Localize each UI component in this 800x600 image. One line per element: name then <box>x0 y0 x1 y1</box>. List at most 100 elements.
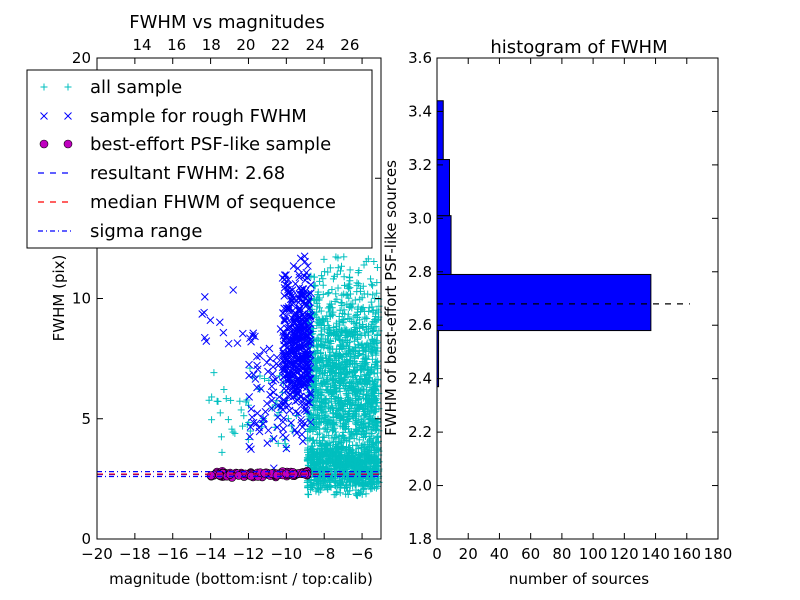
data-point-all-sample <box>367 298 375 306</box>
data-point-all-sample <box>317 272 325 280</box>
data-point-all-sample <box>373 289 381 297</box>
data-point-all-sample <box>333 270 341 278</box>
data-point-all-sample <box>350 354 358 362</box>
data-point-all-sample <box>352 491 360 499</box>
data-point-all-sample <box>322 338 330 346</box>
data-point-all-sample <box>352 372 360 380</box>
data-point-all-sample <box>363 391 371 399</box>
data-point-all-sample <box>353 375 361 383</box>
data-point-all-sample <box>338 262 346 270</box>
data-point-all-sample <box>369 291 377 299</box>
data-point-all-sample <box>326 264 334 272</box>
data-point-all-sample <box>337 298 345 306</box>
data-point-all-sample <box>344 310 352 318</box>
data-point-all-sample <box>353 388 361 396</box>
data-point-all-sample <box>317 331 325 339</box>
data-point-all-sample <box>329 404 337 412</box>
data-point-all-sample <box>373 330 381 338</box>
data-point-all-sample <box>363 359 371 367</box>
data-point-all-sample <box>331 332 339 340</box>
data-point-all-sample <box>368 320 376 328</box>
data-point-all-sample <box>369 326 377 334</box>
data-point-all-sample <box>323 335 331 343</box>
data-point-all-sample <box>365 396 373 404</box>
data-point-all-sample <box>353 320 361 328</box>
data-point-all-sample <box>321 369 329 377</box>
data-point-all-sample <box>346 284 354 292</box>
data-point-all-sample <box>347 327 355 335</box>
data-point-all-sample <box>369 308 377 316</box>
data-point-all-sample <box>350 406 358 414</box>
data-point-all-sample <box>328 300 336 308</box>
data-point-all-sample <box>372 351 380 359</box>
data-point-all-sample <box>373 337 381 345</box>
data-point-all-sample <box>340 273 348 281</box>
scatter-title: FWHM vs magnitudes <box>129 12 324 33</box>
data-point-all-sample <box>372 385 380 393</box>
data-point-all-sample <box>319 275 327 283</box>
data-point-all-sample <box>374 344 382 352</box>
data-point-all-sample <box>319 281 327 289</box>
data-point-all-sample <box>335 313 343 321</box>
data-point-all-sample <box>310 273 318 281</box>
data-point-all-sample <box>326 336 334 344</box>
data-point-all-sample <box>373 439 381 447</box>
data-point-all-sample <box>359 324 367 332</box>
data-point-all-sample <box>340 365 348 373</box>
data-point-all-sample <box>373 264 381 272</box>
data-point-all-sample <box>358 294 366 302</box>
data-point-all-sample <box>326 368 334 376</box>
data-point-all-sample <box>355 445 363 453</box>
data-point-all-sample <box>339 432 347 440</box>
data-point-all-sample <box>356 284 364 292</box>
data-point-all-sample <box>320 255 328 263</box>
data-point-all-sample <box>321 395 329 403</box>
data-point-all-sample <box>362 490 370 498</box>
data-point-all-sample <box>328 423 336 431</box>
data-point-all-sample <box>315 420 323 428</box>
data-point-all-sample <box>361 394 369 402</box>
scatter-panel: FWHM vs magnitudes −20 −18 −16 −14 −12 −10 −8−… <box>26 12 383 588</box>
data-point-all-sample <box>341 281 349 289</box>
data-point-all-sample <box>368 280 376 288</box>
data-point-all-sample <box>320 415 328 423</box>
data-point-all-sample <box>360 261 368 269</box>
data-point-all-sample <box>317 307 325 315</box>
data-point-all-sample <box>313 334 321 342</box>
data-point-all-sample <box>336 321 344 329</box>
data-point-all-sample <box>351 296 359 304</box>
data-point-all-sample <box>373 279 381 287</box>
data-point-all-sample <box>357 362 365 370</box>
data-point-all-sample <box>367 275 375 283</box>
data-point-all-sample <box>313 341 321 349</box>
data-point-all-sample <box>352 312 360 320</box>
data-point-all-sample <box>349 346 357 354</box>
data-point-all-sample <box>354 404 362 412</box>
data-point-all-sample <box>325 432 333 440</box>
data-point-all-sample <box>324 290 332 298</box>
data-point-all-sample <box>370 257 378 265</box>
data-point-all-sample <box>334 284 342 292</box>
data-point-all-sample <box>359 323 367 331</box>
data-point-all-sample <box>319 374 327 382</box>
data-point-all-sample <box>348 317 356 325</box>
data-point-all-sample <box>332 253 340 261</box>
data-point-all-sample <box>359 440 367 448</box>
data-point-all-sample <box>322 397 330 405</box>
data-point-all-sample <box>344 490 352 498</box>
data-point-all-sample <box>373 316 381 324</box>
data-point-all-sample <box>371 336 379 344</box>
data-point-all-sample <box>349 397 357 405</box>
data-point-all-sample <box>355 436 363 444</box>
data-point-all-sample <box>341 324 349 332</box>
data-point-all-sample <box>345 303 353 311</box>
data-point-all-sample <box>321 351 329 359</box>
data-point-all-sample <box>368 377 376 385</box>
data-point-all-sample <box>362 411 370 419</box>
data-point-all-sample <box>370 434 378 442</box>
data-point-all-sample <box>328 286 336 294</box>
data-point-all-sample <box>363 315 371 323</box>
data-point-all-sample <box>346 266 354 274</box>
data-point-all-sample <box>331 428 339 436</box>
